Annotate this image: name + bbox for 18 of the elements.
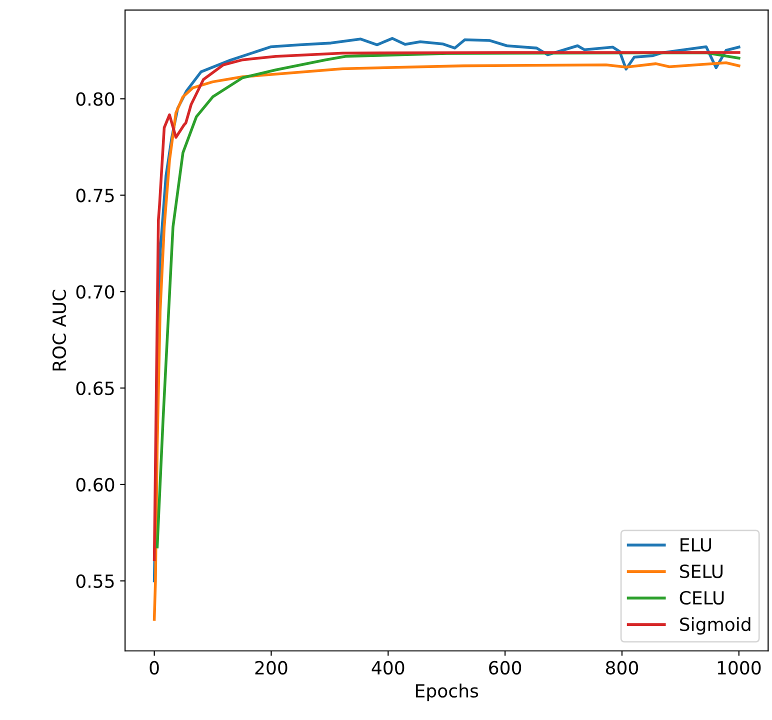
x-tick-label: 1000 <box>718 660 761 675</box>
x-axis-title: Epochs <box>416 684 478 702</box>
y-tick-label: 0.80 <box>76 92 114 106</box>
legend-label: SELU <box>680 564 723 578</box>
y-tick-label: 0.75 <box>76 188 114 202</box>
legend-label: CELU <box>680 590 724 605</box>
y-tick-label: 0.55 <box>76 574 114 588</box>
x-tick-label: 400 <box>372 660 404 675</box>
legend-label: ELU <box>680 538 712 552</box>
y-axis-title: ROC AUC <box>52 290 66 370</box>
x-tick-label: 600 <box>489 660 522 675</box>
x-tick-label: 800 <box>606 660 638 675</box>
x-tick-label: 200 <box>255 660 288 675</box>
y-tick-label: 0.65 <box>76 382 114 396</box>
legend-label: Sigmoid <box>680 617 750 635</box>
y-tick-label: 0.60 <box>76 478 114 492</box>
y-tick-label: 0.70 <box>76 285 114 299</box>
x-tick-label: 0 <box>150 660 159 675</box>
